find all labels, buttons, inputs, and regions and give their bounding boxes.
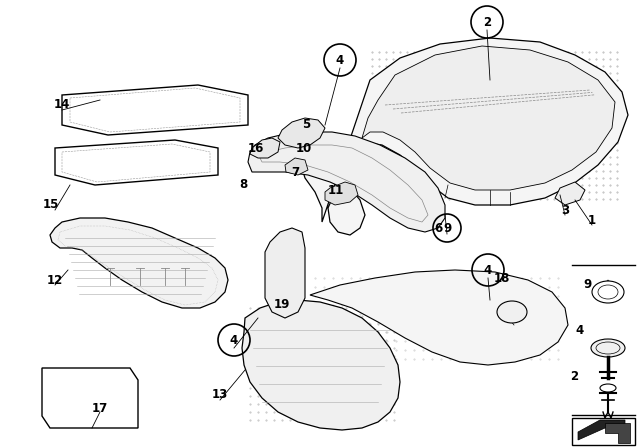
Polygon shape bbox=[578, 420, 625, 440]
Text: 9: 9 bbox=[443, 221, 451, 234]
Text: 2: 2 bbox=[483, 16, 491, 29]
Text: 9: 9 bbox=[584, 277, 592, 290]
Polygon shape bbox=[300, 38, 628, 235]
Polygon shape bbox=[325, 182, 358, 205]
Polygon shape bbox=[605, 423, 630, 443]
Text: 7: 7 bbox=[291, 165, 299, 178]
Polygon shape bbox=[265, 228, 305, 318]
Polygon shape bbox=[55, 140, 218, 185]
Text: 6: 6 bbox=[434, 221, 442, 234]
Polygon shape bbox=[42, 368, 138, 428]
Ellipse shape bbox=[600, 384, 616, 392]
Text: 16: 16 bbox=[248, 142, 264, 155]
Ellipse shape bbox=[591, 339, 625, 357]
Polygon shape bbox=[242, 300, 400, 430]
Text: 17: 17 bbox=[92, 401, 108, 414]
Text: 15: 15 bbox=[43, 198, 59, 211]
Ellipse shape bbox=[592, 281, 624, 303]
Text: 4: 4 bbox=[484, 263, 492, 276]
Text: 10: 10 bbox=[296, 142, 312, 155]
Polygon shape bbox=[62, 85, 248, 135]
Text: 2: 2 bbox=[570, 370, 578, 383]
Polygon shape bbox=[362, 46, 615, 190]
Polygon shape bbox=[285, 158, 308, 175]
Polygon shape bbox=[572, 418, 635, 445]
Text: 14: 14 bbox=[54, 99, 70, 112]
Polygon shape bbox=[555, 182, 585, 205]
Text: 18: 18 bbox=[494, 271, 510, 284]
Text: 1: 1 bbox=[588, 214, 596, 227]
Text: 4: 4 bbox=[336, 53, 344, 66]
Text: 4: 4 bbox=[230, 333, 238, 346]
Polygon shape bbox=[250, 138, 280, 158]
Text: 4: 4 bbox=[576, 323, 584, 336]
Polygon shape bbox=[310, 270, 568, 365]
Text: 13: 13 bbox=[212, 388, 228, 401]
Text: 19: 19 bbox=[274, 298, 290, 311]
Polygon shape bbox=[50, 218, 228, 308]
Text: 5: 5 bbox=[302, 119, 310, 132]
Ellipse shape bbox=[497, 301, 527, 323]
Polygon shape bbox=[248, 132, 445, 232]
Polygon shape bbox=[278, 118, 325, 148]
Text: 8: 8 bbox=[239, 178, 247, 191]
Text: 12: 12 bbox=[47, 273, 63, 287]
Text: 3: 3 bbox=[561, 203, 569, 216]
Text: 11: 11 bbox=[328, 184, 344, 197]
